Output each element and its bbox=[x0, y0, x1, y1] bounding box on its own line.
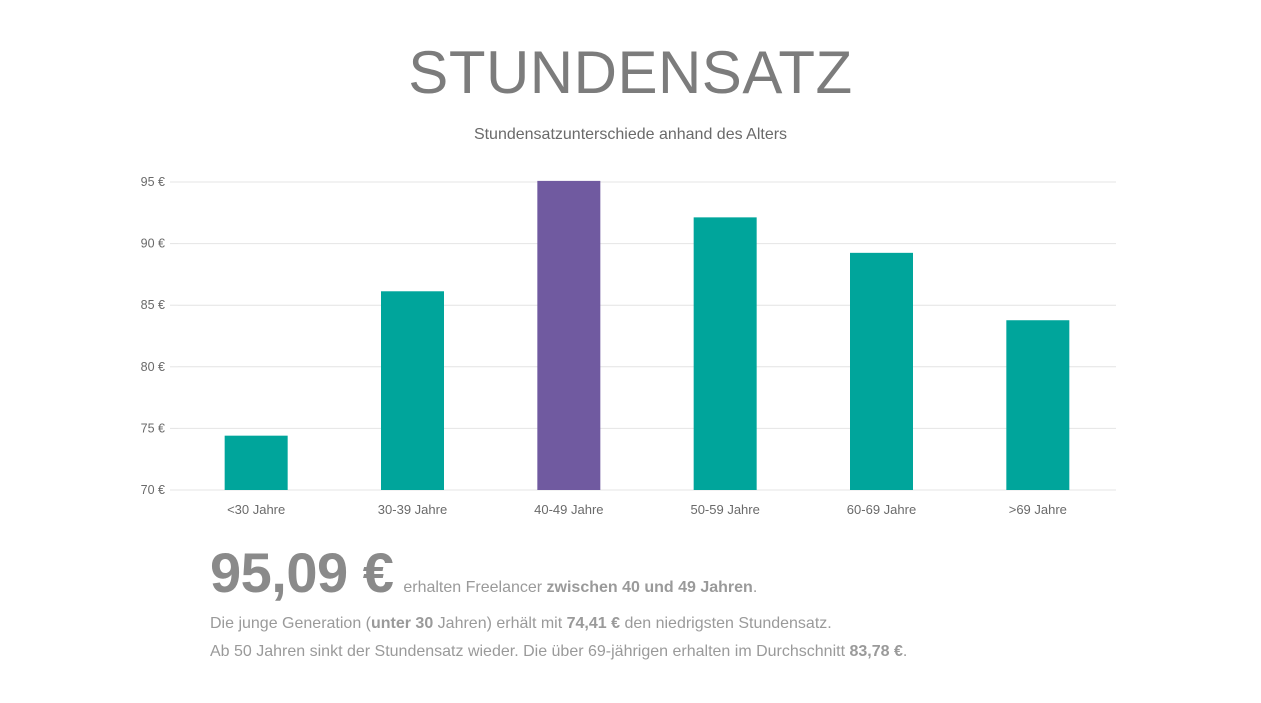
y-tick-label: 80 € bbox=[141, 360, 165, 374]
summary-line-old: Ab 50 Jahren sinkt der Stundensatz wiede… bbox=[210, 642, 1170, 662]
highlight-value: 95,09 € bbox=[210, 541, 394, 604]
young-age-bold: unter 30 bbox=[370, 615, 434, 632]
y-tick-label: 70 € bbox=[141, 483, 165, 497]
chart-gridlines bbox=[170, 181, 1116, 491]
x-tick-label: 40-49 Jahre bbox=[534, 502, 603, 517]
x-tick-label: 30-39 Jahre bbox=[378, 502, 447, 517]
old-text-pre: Ab 50 Jahren sinkt der Stundensatz wiede… bbox=[210, 643, 850, 660]
bar bbox=[850, 252, 913, 490]
chart-y-axis: 70 € 75 € 80 € 85 € 90 € 95 € bbox=[141, 175, 165, 497]
young-text-post: den niedrigsten Stundensatz. bbox=[620, 615, 832, 632]
headline-text: erhalten Freelancer zwischen 40 und 49 J… bbox=[403, 579, 757, 596]
summary-line-young: Die junge Generation (unter 30 Jahren) e… bbox=[210, 614, 1170, 634]
x-tick-label: >69 Jahre bbox=[1009, 502, 1067, 517]
y-tick-label: 95 € bbox=[141, 175, 165, 189]
page-title: STUNDENSATZ bbox=[408, 39, 853, 106]
bar bbox=[224, 435, 288, 490]
young-text-mid: Jahren) erhält mit bbox=[433, 615, 567, 632]
young-value-bold: 74,41 € bbox=[566, 615, 621, 632]
y-tick-label: 85 € bbox=[141, 298, 165, 312]
headline-text-post: . bbox=[752, 579, 758, 596]
y-tick-label: 90 € bbox=[141, 237, 165, 251]
young-text-pre: Die junge Generation ( bbox=[210, 615, 371, 632]
bar bbox=[537, 180, 601, 490]
summary-block: 95,09 € erhalten Freelancer zwischen 40 u… bbox=[210, 540, 1170, 662]
bar bbox=[693, 217, 757, 490]
chart-x-axis: <30 Jahre 30-39 Jahre 40-49 Jahre 50-59 Jah… bbox=[227, 502, 1067, 517]
old-value-bold: 83,78 € bbox=[849, 643, 903, 660]
headline-age-range: zwischen 40 und 49 Jahren bbox=[546, 579, 753, 596]
x-tick-label: <30 Jahre bbox=[227, 502, 285, 517]
bar bbox=[381, 291, 444, 490]
headline-text-pre: erhalten Freelancer bbox=[403, 579, 547, 596]
chart-bars bbox=[224, 180, 1070, 490]
y-tick-label: 75 € bbox=[141, 421, 165, 435]
old-text-post: . bbox=[902, 643, 908, 660]
x-tick-label: 50-59 Jahre bbox=[690, 502, 759, 517]
bar bbox=[1006, 320, 1070, 490]
x-tick-label: 60-69 Jahre bbox=[847, 502, 916, 517]
chart-subtitle: Stundensatzunterschiede anhand des Alter… bbox=[473, 126, 788, 143]
summary-headline: 95,09 € erhalten Freelancer zwischen 40 u… bbox=[210, 540, 1170, 606]
